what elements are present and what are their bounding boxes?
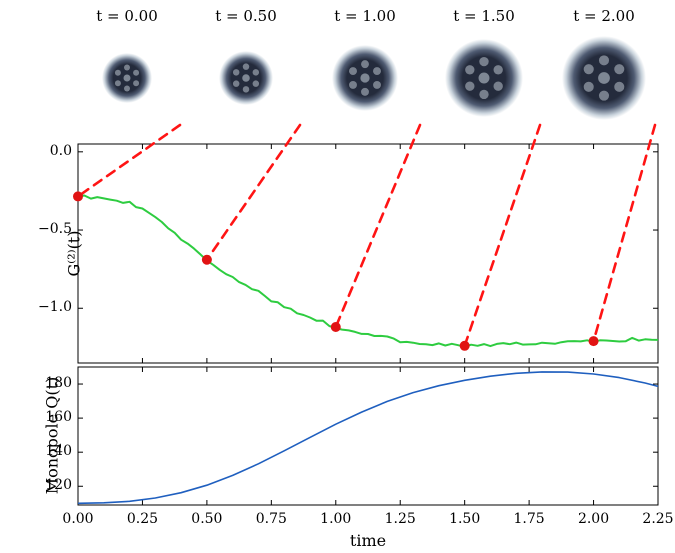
thumb-title: t = 1.00	[305, 7, 425, 25]
thumb-title: t = 0.50	[186, 7, 306, 25]
leader-line	[465, 125, 540, 346]
ylabel-bot: Monopole Q(t)	[43, 356, 62, 516]
xtick-label: 2.00	[576, 511, 612, 527]
g2-curve	[78, 196, 658, 347]
axes-frame	[78, 144, 658, 363]
xtick-label: 1.50	[447, 511, 483, 527]
sample-marker	[331, 322, 341, 332]
xtick-label: 0.25	[124, 511, 160, 527]
ylabel-top: G⁽²⁾(t)	[65, 193, 84, 313]
sample-marker	[202, 255, 212, 265]
leader-line	[336, 125, 420, 327]
xtick-label: 0.50	[189, 511, 225, 527]
leader-line	[207, 125, 300, 260]
figure: t = 0.00t = 0.50t = 1.00t = 1.50t = 2.00…	[0, 0, 675, 553]
ytick-label: 0.0	[50, 143, 72, 159]
xlabel: time	[338, 531, 398, 550]
axes-frame	[78, 367, 658, 505]
q-curve	[78, 372, 658, 503]
sample-marker	[460, 341, 470, 351]
xtick-label: 1.00	[318, 511, 354, 527]
thumb-title: t = 1.50	[424, 7, 544, 25]
sample-marker	[589, 336, 599, 346]
xtick-label: 1.75	[511, 511, 547, 527]
figure-svg	[0, 0, 675, 553]
thumb-title: t = 0.00	[67, 7, 187, 25]
thumb-title: t = 2.00	[544, 7, 664, 25]
xtick-label: 1.25	[382, 511, 418, 527]
xtick-label: 0.00	[60, 511, 96, 527]
xtick-label: 2.25	[640, 511, 675, 527]
xtick-label: 0.75	[253, 511, 289, 527]
leader-line	[78, 125, 180, 196]
leader-line	[594, 125, 655, 341]
